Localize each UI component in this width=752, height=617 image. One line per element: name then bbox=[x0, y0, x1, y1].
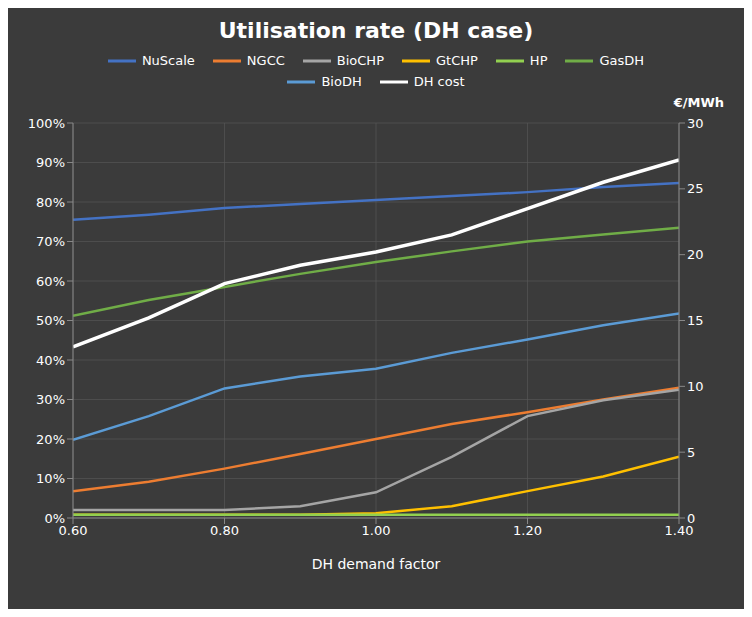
svg-text:30: 30 bbox=[687, 116, 704, 131]
html-text:NGCC: NGCC bbox=[246, 53, 285, 68]
html-text:GasDH: GasDH bbox=[599, 53, 645, 68]
svg-text:20: 20 bbox=[687, 247, 704, 262]
svg-text:1.20: 1.20 bbox=[513, 523, 542, 538]
svg-text:1.00: 1.00 bbox=[362, 523, 391, 538]
svg-text:0.60: 0.60 bbox=[58, 523, 88, 539]
svg-text:0%: 0% bbox=[44, 511, 65, 526]
html-text:HP: HP bbox=[529, 53, 548, 68]
html-text:DH cost: DH cost bbox=[413, 74, 465, 89]
svg-text:0.80: 0.80 bbox=[210, 523, 239, 538]
svg-text:30%: 30% bbox=[36, 392, 65, 407]
html-text:GtCHP: GtCHP bbox=[436, 53, 478, 68]
svg-text:10: 10 bbox=[687, 379, 704, 394]
svg-text:100%: 100% bbox=[28, 116, 65, 131]
html-text:BioDH: BioDH bbox=[321, 74, 362, 89]
svg-text:50%: 50% bbox=[36, 313, 65, 328]
html-text:NuScale: NuScale bbox=[141, 53, 195, 68]
svg-text:25: 25 bbox=[687, 181, 704, 196]
svg-text:60%: 60% bbox=[36, 274, 65, 289]
svg-text:1.40: 1.40 bbox=[664, 523, 694, 539]
html-text:BioCHP: BioCHP bbox=[336, 53, 384, 68]
html-text:Utilisation rate (DH case): Utilisation rate (DH case) bbox=[218, 18, 534, 43]
svg-text:15: 15 bbox=[687, 313, 704, 328]
svg-text:20%: 20% bbox=[36, 432, 65, 447]
svg-text:5: 5 bbox=[687, 445, 695, 460]
svg-text:DH demand factor: DH demand factor bbox=[312, 556, 441, 572]
html-text:€/MWh: €/MWh bbox=[673, 95, 724, 110]
svg-text:80%: 80% bbox=[36, 195, 65, 210]
svg-text:0: 0 bbox=[687, 511, 695, 526]
svg-text:70%: 70% bbox=[36, 234, 65, 249]
svg-text:90%: 90% bbox=[36, 155, 65, 170]
svg-text:40%: 40% bbox=[36, 353, 65, 368]
svg-text:10%: 10% bbox=[36, 471, 65, 486]
